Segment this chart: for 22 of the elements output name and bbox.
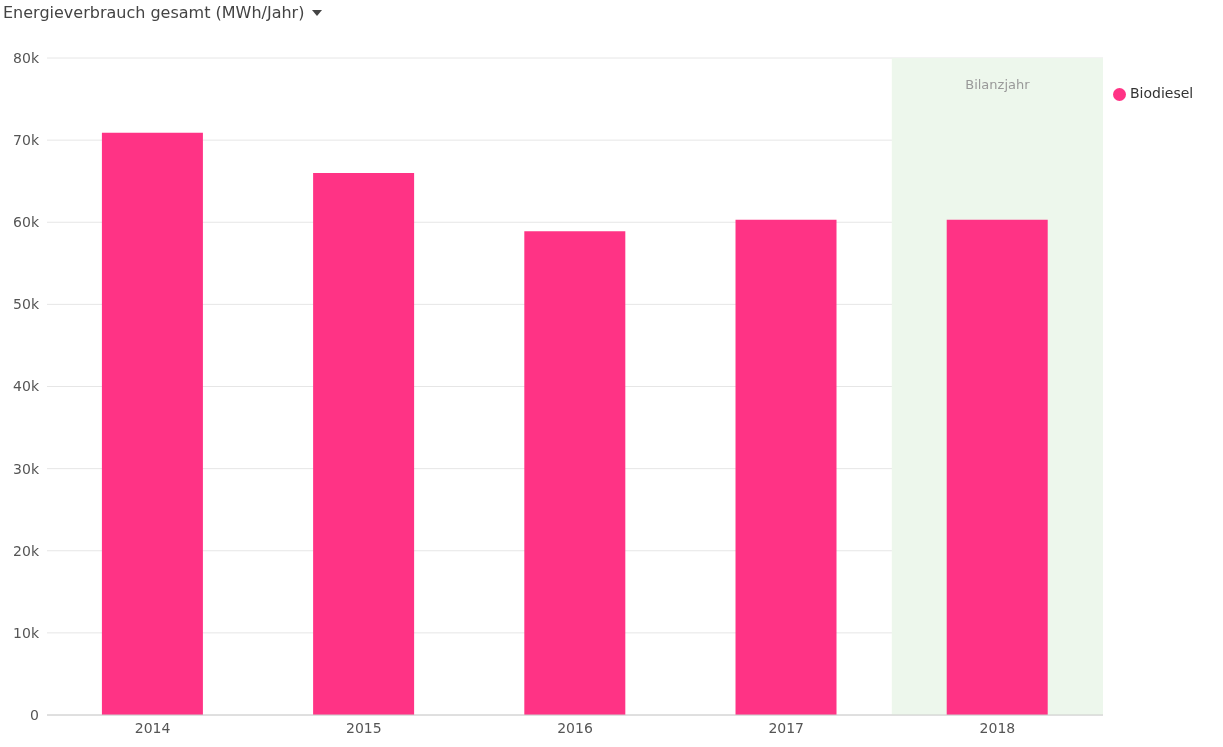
band-label: Bilanzjahr [965,77,1031,93]
y-tick-label: 70k [13,132,40,149]
y-tick-label: 80k [13,49,40,66]
legend-label: Biodiesel [1130,85,1194,101]
y-tick-label: 10k [13,624,40,641]
y-tick-label: 30k [13,460,40,477]
bar [524,231,626,715]
bar [101,132,203,715]
x-tick-label: 2017 [768,719,805,736]
x-tick-label: 2018 [979,719,1016,736]
bar [313,172,415,715]
chart-title: Energieverbrauch gesamt (MWh/Jahr) [3,3,305,22]
y-tick-label: 60k [13,214,40,231]
bar [946,219,1048,715]
y-tick-label: 0 [30,706,39,723]
bar [735,219,837,715]
x-tick-label: 2014 [134,719,171,736]
y-tick-label: 20k [13,542,40,559]
y-tick-label: 50k [13,296,40,313]
x-tick-label: 2015 [345,719,382,736]
y-tick-label: 40k [13,378,40,395]
x-tick-label: 2016 [557,719,593,736]
